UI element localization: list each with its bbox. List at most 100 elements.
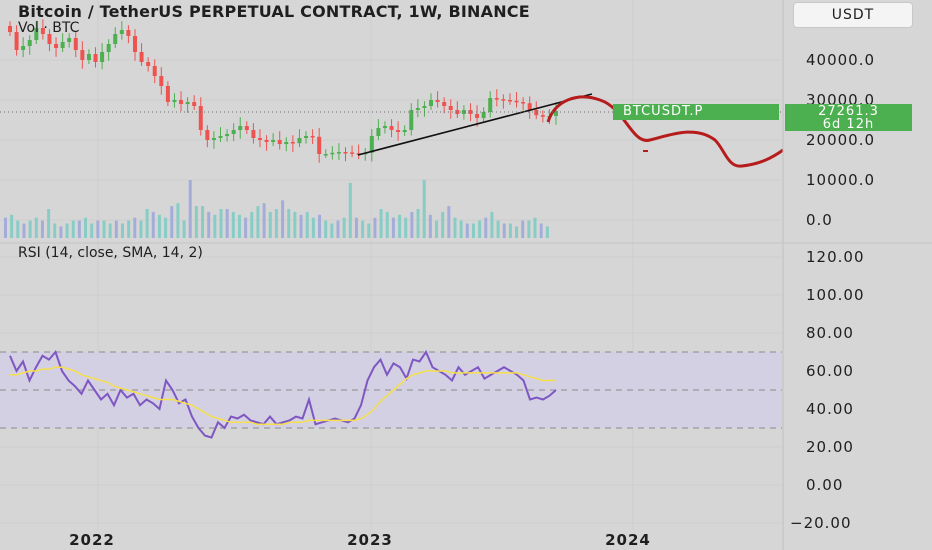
volume-bar — [299, 214, 303, 238]
volume-bar — [281, 200, 285, 238]
bar-countdown: 6d 12h — [822, 117, 875, 132]
rsi-axis-label: 80.00 — [806, 324, 854, 342]
candle-body — [159, 76, 164, 86]
ticker-badge: BTCUSDT.P — [613, 104, 779, 120]
volume-bar — [391, 217, 395, 238]
candle-body — [323, 154, 328, 156]
candle-body — [488, 98, 493, 112]
time-axis[interactable]: 2022 2023 2024 — [69, 531, 651, 549]
candle-body — [448, 106, 453, 110]
candle-body — [330, 152, 335, 155]
volume-bar — [465, 223, 469, 238]
volume-bar — [515, 226, 519, 238]
volume-bar — [274, 209, 278, 238]
grid-lines — [0, 0, 782, 530]
volume-bar — [354, 217, 358, 238]
candle-body — [429, 100, 434, 106]
volume-bar — [84, 217, 88, 238]
candle-body — [257, 138, 262, 140]
candle-body — [409, 110, 414, 130]
volume-bar — [157, 214, 161, 238]
time-axis-label: 2024 — [605, 531, 651, 549]
volume-bar — [508, 223, 512, 238]
rsi-ma-line — [10, 366, 556, 425]
price-badge: 27261.3 6d 12h — [785, 104, 912, 131]
rsi-band-lines — [0, 351, 782, 429]
candle-body — [126, 30, 131, 36]
forecast-path[interactable] — [546, 95, 784, 168]
volume-bar — [502, 223, 506, 238]
candle-body — [534, 110, 539, 116]
volume-bar — [422, 180, 426, 238]
volume-bar — [96, 220, 100, 238]
volume-bar — [428, 214, 432, 238]
volume-bar — [114, 220, 118, 238]
volume-bar — [527, 220, 531, 238]
volume-bar — [90, 223, 94, 238]
trendline[interactable] — [357, 93, 593, 156]
candle-body — [14, 32, 19, 50]
candle-body — [205, 130, 210, 140]
candles — [8, 19, 558, 163]
volume-bar — [293, 211, 297, 238]
volume-bar — [305, 211, 309, 238]
candle-body — [172, 100, 177, 102]
volume-bar — [361, 220, 365, 238]
candle-body — [356, 153, 361, 155]
volume-bar — [496, 220, 500, 238]
volume-bar — [244, 217, 248, 238]
volume-bar — [330, 223, 334, 238]
volume-bar — [170, 206, 174, 238]
candle-body — [106, 44, 111, 52]
volume-bar — [40, 220, 44, 238]
rsi-axis[interactable]: 120.00 100.00 80.00 60.00 40.00 20.00 0.00 −20.… — [790, 248, 865, 532]
rsi-lines — [9, 349, 557, 439]
volume-bar — [194, 206, 198, 238]
candle-body — [494, 98, 499, 100]
current-price: 27261.3 — [818, 104, 879, 119]
volume-bar — [318, 214, 322, 238]
candle-body — [132, 36, 137, 52]
volume-bar — [151, 211, 155, 238]
candle-body — [521, 102, 526, 104]
volume-bar — [34, 217, 38, 238]
candle-body — [60, 42, 65, 48]
candle-body — [225, 134, 230, 136]
currency-button[interactable]: USDT — [793, 2, 913, 28]
rsi-axis-label: 20.00 — [806, 438, 854, 456]
rsi-axis-label: 60.00 — [806, 362, 854, 380]
time-axis-label: 2023 — [347, 531, 393, 549]
candle-body — [40, 28, 45, 34]
candle-body — [119, 30, 124, 34]
volume-bar — [435, 220, 439, 238]
price-axis-label: 0.0 — [806, 211, 833, 229]
candle-body — [47, 34, 52, 44]
volume-bar — [133, 217, 137, 238]
candle-body — [435, 100, 440, 102]
volume-bar — [213, 214, 217, 238]
candle-body — [369, 136, 374, 153]
chart-title: Bitcoin / TetherUS PERPETUAL CONTRACT, 1… — [18, 2, 530, 21]
volume-bar — [127, 220, 131, 238]
candle-body — [527, 103, 532, 110]
volume-bar — [336, 220, 340, 238]
candle-body — [277, 140, 282, 144]
volume-bar — [10, 214, 14, 238]
volume-bar — [521, 220, 525, 238]
candle-body — [317, 136, 322, 154]
volume-bar — [324, 220, 328, 238]
volume-bar — [342, 217, 346, 238]
volume-bar — [250, 211, 254, 238]
candle-body — [100, 52, 105, 62]
volume-bar — [311, 217, 315, 238]
candle-body — [54, 44, 59, 48]
candle-body — [468, 110, 473, 114]
volume-bar — [225, 209, 229, 238]
volume-bar — [545, 226, 549, 238]
price-axis-label: 40000.0 — [806, 51, 875, 69]
candle-body — [422, 106, 427, 108]
time-axis-label: 2022 — [69, 531, 115, 549]
candle-body — [290, 142, 295, 144]
